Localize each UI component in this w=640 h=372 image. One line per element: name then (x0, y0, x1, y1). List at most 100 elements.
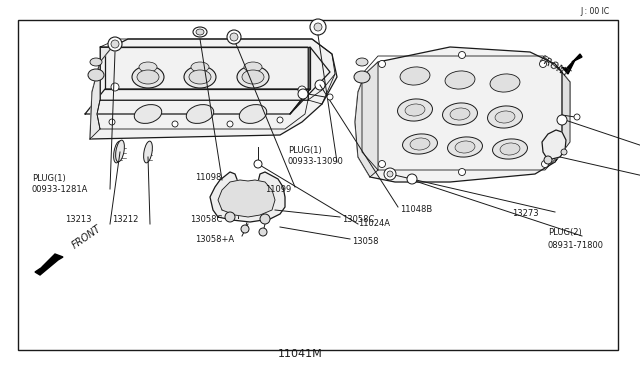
Circle shape (407, 174, 417, 184)
Ellipse shape (410, 138, 430, 150)
Ellipse shape (196, 29, 204, 35)
Text: 13058+A: 13058+A (195, 234, 234, 244)
Bar (18, 20, 618, 350)
Circle shape (384, 168, 396, 180)
Ellipse shape (242, 70, 264, 84)
Ellipse shape (354, 71, 370, 83)
Circle shape (172, 121, 178, 127)
Ellipse shape (493, 139, 527, 159)
Ellipse shape (132, 66, 164, 88)
Circle shape (458, 51, 465, 58)
Ellipse shape (500, 143, 520, 155)
Text: PLUG(1): PLUG(1) (288, 145, 322, 154)
Ellipse shape (450, 108, 470, 120)
Polygon shape (105, 47, 310, 89)
Circle shape (574, 114, 580, 120)
Polygon shape (90, 39, 337, 139)
Circle shape (109, 119, 115, 125)
Ellipse shape (488, 106, 522, 128)
Circle shape (277, 117, 283, 123)
Circle shape (260, 214, 270, 224)
Text: PLUG(1): PLUG(1) (32, 173, 66, 183)
Text: 00933-13090: 00933-13090 (288, 157, 344, 167)
Ellipse shape (495, 111, 515, 123)
Text: 13058C: 13058C (342, 215, 374, 224)
Polygon shape (35, 254, 63, 275)
Circle shape (315, 80, 325, 90)
Circle shape (561, 149, 567, 155)
Polygon shape (542, 130, 566, 160)
Polygon shape (218, 180, 275, 217)
Ellipse shape (490, 74, 520, 92)
Ellipse shape (400, 67, 430, 85)
Circle shape (230, 33, 238, 41)
Ellipse shape (447, 137, 483, 157)
Polygon shape (85, 89, 310, 114)
Circle shape (544, 156, 552, 164)
Circle shape (259, 228, 267, 236)
Ellipse shape (442, 103, 477, 125)
Text: 11041M: 11041M (278, 349, 323, 359)
Circle shape (327, 94, 333, 100)
Circle shape (557, 115, 567, 125)
Text: 13213: 13213 (65, 215, 92, 224)
Text: PLUG(2): PLUG(2) (548, 228, 582, 237)
Circle shape (378, 61, 385, 67)
Ellipse shape (191, 62, 209, 72)
Ellipse shape (114, 141, 122, 163)
Text: 00933-1281A: 00933-1281A (32, 186, 88, 195)
Circle shape (298, 86, 306, 94)
Circle shape (111, 83, 119, 91)
Text: 11099: 11099 (265, 185, 291, 193)
Polygon shape (290, 47, 330, 114)
Text: 11098: 11098 (195, 173, 221, 183)
Ellipse shape (90, 58, 102, 66)
Circle shape (540, 61, 547, 67)
Ellipse shape (134, 105, 162, 124)
Circle shape (227, 30, 241, 44)
Text: 13058: 13058 (352, 237, 378, 247)
Circle shape (458, 169, 465, 176)
Text: J : 00 IC: J : 00 IC (581, 7, 610, 16)
Ellipse shape (137, 70, 159, 84)
Text: 08931-71800: 08931-71800 (548, 241, 604, 250)
Ellipse shape (139, 62, 157, 72)
Text: 11024A: 11024A (358, 219, 390, 228)
Polygon shape (210, 172, 285, 222)
Circle shape (387, 171, 393, 177)
Polygon shape (562, 54, 582, 74)
Ellipse shape (397, 99, 433, 121)
Circle shape (310, 19, 326, 35)
Text: 13058C: 13058C (190, 215, 222, 224)
Circle shape (378, 160, 385, 167)
Text: 13273: 13273 (512, 209, 539, 218)
Text: 11048B: 11048B (400, 205, 432, 214)
Circle shape (541, 160, 548, 167)
Ellipse shape (189, 70, 211, 84)
Ellipse shape (237, 66, 269, 88)
Text: 13212: 13212 (112, 215, 138, 224)
Ellipse shape (88, 69, 104, 81)
Ellipse shape (239, 105, 267, 124)
Polygon shape (90, 47, 112, 139)
Polygon shape (555, 64, 570, 162)
Circle shape (298, 89, 308, 99)
Ellipse shape (445, 71, 475, 89)
Circle shape (227, 121, 233, 127)
Ellipse shape (405, 104, 425, 116)
Ellipse shape (356, 58, 368, 66)
Text: FRONT: FRONT (70, 223, 103, 251)
Ellipse shape (116, 140, 124, 162)
Ellipse shape (186, 105, 214, 124)
Ellipse shape (455, 141, 475, 153)
Circle shape (254, 160, 262, 168)
Polygon shape (355, 47, 570, 182)
Ellipse shape (193, 27, 207, 37)
Polygon shape (355, 62, 378, 177)
Ellipse shape (244, 62, 262, 72)
Ellipse shape (184, 66, 216, 88)
Circle shape (111, 40, 119, 48)
Ellipse shape (403, 134, 438, 154)
Circle shape (241, 225, 249, 233)
Ellipse shape (143, 141, 152, 163)
